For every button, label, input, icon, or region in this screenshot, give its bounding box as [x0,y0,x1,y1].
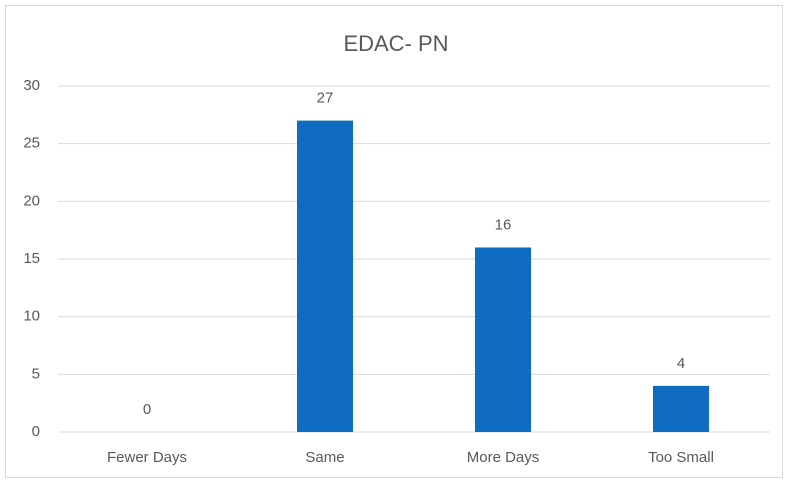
data-label: 0 [143,401,151,418]
x-tick-label: Same [305,449,344,466]
data-label: 4 [677,355,685,372]
bar [653,385,709,432]
y-tick-label: 30 [23,77,40,94]
y-tick-label: 25 [23,135,40,152]
bar [475,247,531,432]
chart-title: EDAC- PN [343,31,448,56]
x-tick-label: More Days [467,449,540,466]
y-tick-label: 10 [23,308,40,325]
y-tick-label: 20 [23,192,40,209]
y-tick-label: 15 [23,250,40,267]
y-tick-label: 0 [32,423,40,440]
x-tick-label: Fewer Days [107,449,187,466]
data-label: 27 [317,90,334,107]
x-tick-label: Too Small [648,449,714,466]
bar [297,120,353,432]
y-tick-label: 5 [32,365,40,382]
data-label: 16 [495,216,512,233]
